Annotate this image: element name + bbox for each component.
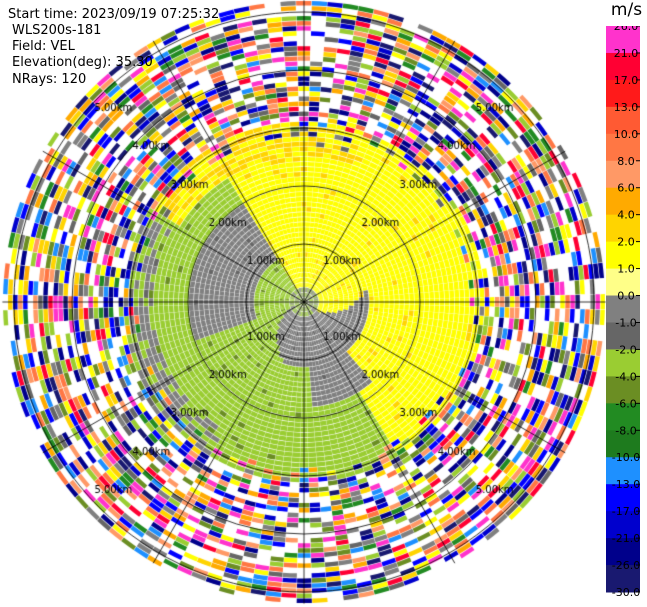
colorbar-tick-label: -10.0 [612, 451, 640, 464]
nrays-label: NRays: 120 [12, 72, 87, 87]
colorbar-bin [606, 538, 640, 566]
colorbar-tick-label: 8.0 [617, 155, 635, 168]
colorbar-bin [606, 160, 640, 189]
colorbar-bin [606, 26, 640, 54]
colorbar-tick-label: 4.0 [617, 209, 635, 222]
colorbar-tick-label: 10.0 [614, 128, 639, 141]
colorbar-tick-label: 17.0 [614, 74, 639, 87]
colorbar-tick-label: -4.0 [615, 370, 636, 383]
colorbar-bin [606, 241, 640, 270]
instrument-label: WLS200s-181 [12, 23, 102, 38]
ppi-scan-plot [0, 0, 606, 607]
colorbar-tick-label: -6.0 [615, 397, 636, 410]
colorbar-tick-label: 13.0 [614, 101, 639, 114]
field-label: Field: VEL [12, 39, 75, 54]
start-time-label: Start time: 2023/09/19 07:25:32 [8, 7, 220, 22]
colorbar-unit-label: m/s [610, 0, 643, 20]
colorbar-tick-label: -17.0 [612, 505, 640, 518]
colorbar-bin [606, 565, 640, 593]
colorbar-tick-label: 21.0 [614, 47, 639, 60]
colorbar-bin [606, 295, 640, 323]
colorbar-tick-label: -1.0 [615, 316, 636, 329]
elevation-label: Elevation(deg): 35.30 [12, 55, 153, 70]
colorbar-bin [606, 268, 640, 297]
colorbar-bin [606, 106, 640, 135]
colorbar-tick-label: 0.0 [617, 290, 635, 303]
colorbar-bin [606, 187, 640, 216]
colorbar-bin [606, 457, 640, 485]
colorbar-bin [606, 511, 640, 539]
colorbar-bin [606, 133, 640, 162]
velocity-colorbar: 26.0 21.0 17.0 13.0 10.0 8.0 6.0 4.0 2.0 1.0 0.0 -1… [606, 26, 640, 599]
colorbar-tick-label: -30.0 [612, 586, 640, 599]
colorbar-bin [606, 376, 640, 404]
colorbar-tick-label: -21.0 [612, 532, 640, 545]
colorbar-bin [606, 79, 640, 108]
colorbar-bin [606, 484, 640, 512]
colorbar-bin [606, 52, 640, 81]
colorbar-bin [606, 322, 640, 350]
colorbar-tick-label: -8.0 [615, 424, 636, 437]
colorbar-tick-label: -26.0 [612, 559, 640, 572]
colorbar-bin [606, 430, 640, 458]
colorbar-bin [606, 214, 640, 243]
colorbar-bin [606, 349, 640, 377]
colorbar-bin [606, 403, 640, 431]
colorbar-tick-label: 1.0 [617, 263, 635, 276]
colorbar-tick-label: -13.0 [612, 478, 640, 491]
colorbar-tick-label: -2.0 [615, 343, 636, 356]
colorbar-tick-label: 6.0 [617, 182, 635, 195]
colorbar-tick-label: 26.0 [614, 26, 639, 33]
colorbar-tick-label: 2.0 [617, 236, 635, 249]
